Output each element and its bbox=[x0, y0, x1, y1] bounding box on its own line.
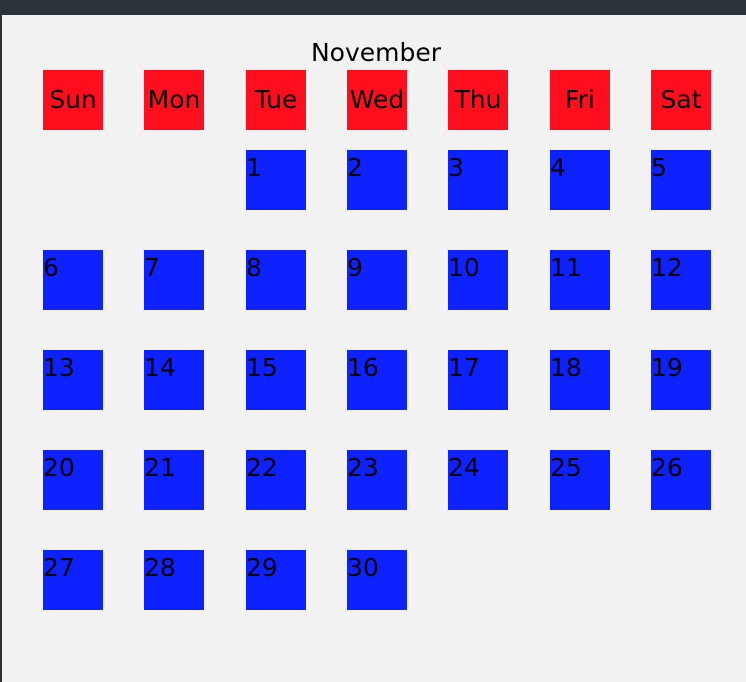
day-cell-11[interactable]: 11 bbox=[550, 250, 610, 310]
day-cell-28[interactable]: 28 bbox=[144, 550, 204, 610]
day-cell-23[interactable]: 23 bbox=[347, 450, 407, 510]
day-cell-14[interactable]: 14 bbox=[144, 350, 204, 410]
day-cell-21[interactable]: 21 bbox=[144, 450, 204, 510]
day-cell-27[interactable]: 27 bbox=[43, 550, 103, 610]
day-cell-12[interactable]: 12 bbox=[651, 250, 711, 310]
day-cell-20[interactable]: 20 bbox=[43, 450, 103, 510]
weekday-header-tue: Tue bbox=[246, 70, 306, 130]
weekday-header-mon: Mon bbox=[144, 70, 204, 130]
weekday-header-thu: Thu bbox=[448, 70, 508, 130]
day-cell-22[interactable]: 22 bbox=[246, 450, 306, 510]
day-cell-1[interactable]: 1 bbox=[246, 150, 306, 210]
day-cell-24[interactable]: 24 bbox=[448, 450, 508, 510]
day-cell-7[interactable]: 7 bbox=[144, 250, 204, 310]
day-cell-25[interactable]: 25 bbox=[550, 450, 610, 510]
day-cell-18[interactable]: 18 bbox=[550, 350, 610, 410]
day-cell-15[interactable]: 15 bbox=[246, 350, 306, 410]
day-cell-6[interactable]: 6 bbox=[43, 250, 103, 310]
weekday-header-sun: Sun bbox=[43, 70, 103, 130]
weekday-header-fri: Fri bbox=[550, 70, 610, 130]
day-cell-2[interactable]: 2 bbox=[347, 150, 407, 210]
day-cell-8[interactable]: 8 bbox=[246, 250, 306, 310]
day-cell-4[interactable]: 4 bbox=[550, 150, 610, 210]
day-cell-16[interactable]: 16 bbox=[347, 350, 407, 410]
day-cell-5[interactable]: 5 bbox=[651, 150, 711, 210]
weekday-header-sat: Sat bbox=[651, 70, 711, 130]
day-cell-10[interactable]: 10 bbox=[448, 250, 508, 310]
day-cell-17[interactable]: 17 bbox=[448, 350, 508, 410]
day-cell-13[interactable]: 13 bbox=[43, 350, 103, 410]
day-cell-9[interactable]: 9 bbox=[347, 250, 407, 310]
calendar-window: November Sun Mon Tue Wed Thu Fri Sat 1 2 3 4 5 6 7 8 9 1… bbox=[2, 15, 746, 682]
day-cell-30[interactable]: 30 bbox=[347, 550, 407, 610]
day-cell-3[interactable]: 3 bbox=[448, 150, 508, 210]
weekday-header-wed: Wed bbox=[347, 70, 407, 130]
day-cell-19[interactable]: 19 bbox=[651, 350, 711, 410]
month-title: November bbox=[310, 38, 442, 67]
day-cell-29[interactable]: 29 bbox=[246, 550, 306, 610]
day-cell-26[interactable]: 26 bbox=[651, 450, 711, 510]
